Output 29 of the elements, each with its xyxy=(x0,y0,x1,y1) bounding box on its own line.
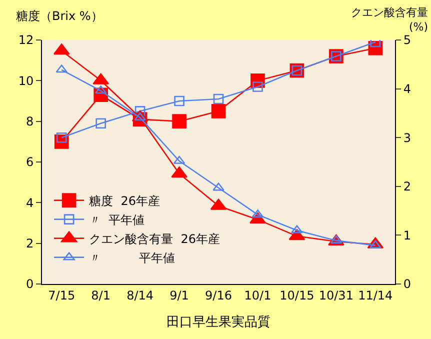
y-tick-label: 8 xyxy=(26,114,34,129)
legend-label: 〃 平年値 xyxy=(89,250,176,265)
x-axis-title: 田口早生果実品質 xyxy=(166,314,270,330)
y-tick-label: 6 xyxy=(26,155,34,170)
y-axis-title: 糖度（Brix %） xyxy=(16,9,103,23)
legend-label: クエン酸含有量 26年産 xyxy=(89,232,220,246)
x-tick-label: 10/1 xyxy=(244,288,272,302)
x-tick-label: 8/1 xyxy=(91,288,110,302)
legend-label: 〃 平年値 xyxy=(89,212,145,227)
y2-tick-label: 5 xyxy=(403,33,412,48)
x-tick-label: 10/15 xyxy=(280,288,314,302)
y2-tick-label: 4 xyxy=(403,82,412,96)
x-tick-label: 9/1 xyxy=(170,288,189,302)
x-tick-label: 11/14 xyxy=(358,288,393,302)
y-tick-label: 12 xyxy=(18,33,34,48)
y2-tick-label: 2 xyxy=(403,180,412,194)
x-tick-label: 7/15 xyxy=(48,288,76,302)
y2-tick-label: 3 xyxy=(403,130,412,145)
y-tick-label: 2 xyxy=(26,236,34,251)
x-tick-label: 8/14 xyxy=(126,288,154,302)
y2-axis-title: クエン酸含有量 (%) xyxy=(351,6,428,34)
y2-tick-label: 0 xyxy=(403,277,412,292)
y-tick-label: 4 xyxy=(26,196,34,210)
x-tick-label: 9/16 xyxy=(205,288,232,302)
y2-tick-label: 1 xyxy=(403,228,412,242)
x-tick-label: 10/31 xyxy=(318,288,354,302)
y-tick-label: 10 xyxy=(18,74,34,88)
legend-label: 糖度 26年産 xyxy=(89,194,160,208)
y-tick-label: 0 xyxy=(26,277,34,292)
